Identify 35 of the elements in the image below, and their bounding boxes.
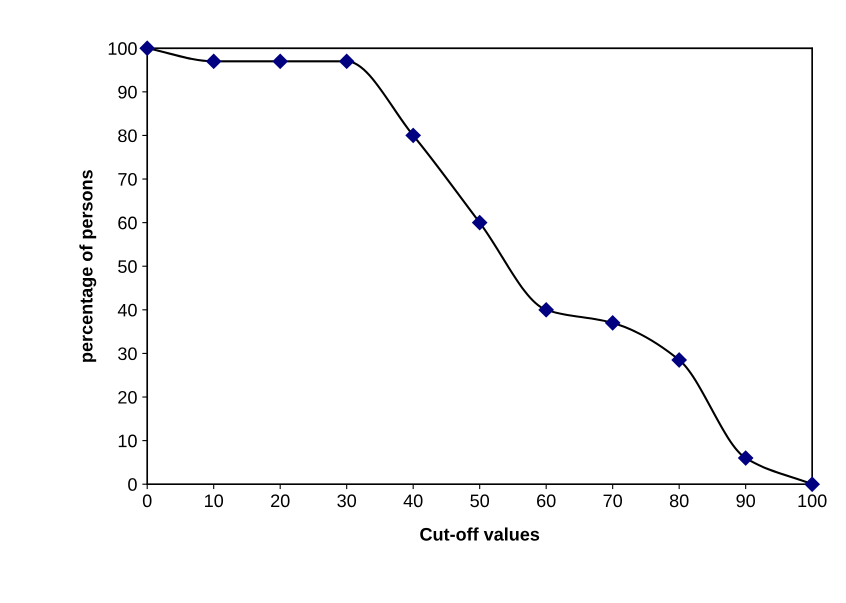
x-tick-label: 30 (337, 494, 356, 508)
x-tick-label: 40 (404, 494, 423, 508)
x-tick-label: 60 (537, 494, 556, 508)
x-tick-label: 50 (470, 494, 490, 508)
point (605, 315, 620, 330)
point (406, 128, 421, 144)
y-tick-label: 80 (118, 129, 137, 142)
y-tick-label: 0 (128, 478, 137, 491)
y-tick-label: 20 (118, 390, 137, 404)
x-tick-label: 90 (736, 494, 755, 508)
x-axis-title: Cut-off values (420, 527, 540, 541)
point (206, 54, 222, 69)
x-tick-label: 10 (205, 494, 224, 508)
y-tick-label: 90 (118, 86, 137, 99)
point (272, 54, 288, 69)
x-tick-label: 20 (271, 494, 290, 508)
y-tick-label: 10 (118, 434, 137, 448)
y-tick-label: 60 (118, 216, 137, 230)
y-tick-label: 40 (118, 304, 137, 317)
point (738, 450, 754, 466)
point (140, 40, 155, 56)
y-tick-label: 100 (108, 42, 137, 55)
point (672, 352, 687, 368)
y-tick-label: 30 (118, 347, 137, 360)
point (339, 54, 354, 69)
x-tick-label: 0 (142, 494, 152, 508)
point (804, 476, 820, 492)
point (472, 215, 488, 230)
y-tick-label: 70 (118, 172, 137, 186)
point (538, 302, 554, 318)
x-tick-label: 70 (604, 494, 622, 508)
x-tick-label: 100 (798, 494, 827, 508)
y-tick-label: 50 (118, 260, 137, 273)
y-axis-title: percentage of persons (79, 170, 96, 362)
x-tick-label: 80 (670, 494, 689, 508)
